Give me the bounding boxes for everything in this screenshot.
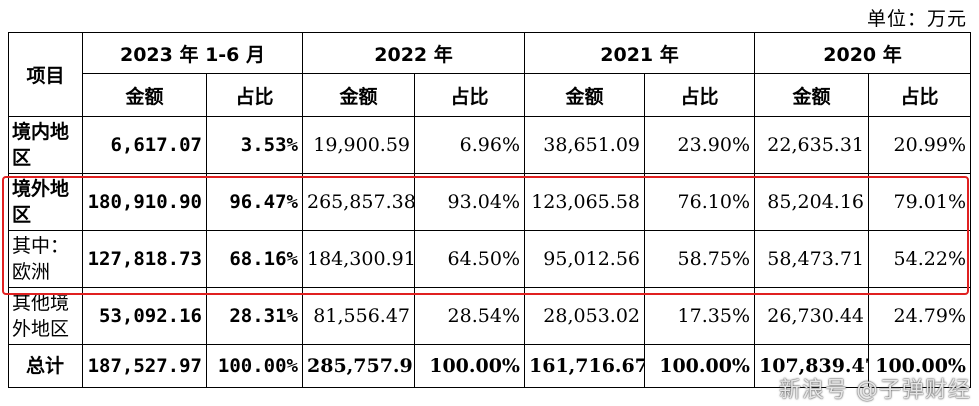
cell-ratio: 100.00% — [868, 344, 971, 388]
cell-amount: 107,839.47 — [754, 344, 869, 388]
header-amount: 金额 — [82, 73, 207, 117]
cell-ratio: 23.90% — [644, 116, 755, 174]
table-row-overseas: 境外地区 180,910.90 96.47% 265,857.38 93.04%… — [8, 173, 971, 231]
cell-amount: 265,857.38 — [302, 173, 415, 231]
unit-label: 单位：万元 — [866, 8, 967, 30]
cell-ratio: 79.01% — [868, 173, 971, 231]
cell-ratio: 20.99% — [868, 116, 971, 174]
cell-amount: 81,556.47 — [302, 287, 415, 345]
cell-ratio: 96.47% — [206, 173, 303, 231]
cell-ratio: 100.00% — [206, 344, 303, 388]
cell-amount: 53,092.16 — [82, 287, 207, 345]
row-label: 境外地区 — [8, 173, 83, 231]
header-period: 2020 年 — [754, 32, 971, 74]
cell-ratio: 58.75% — [644, 230, 755, 288]
cell-amount: 6,617.07 — [82, 116, 207, 174]
table-row-other-overseas: 其他境外地区 53,092.16 28.31% 81,556.47 28.54%… — [8, 287, 971, 345]
cell-amount: 58,473.71 — [754, 230, 869, 288]
cell-ratio: 28.31% — [206, 287, 303, 345]
cell-amount: 26,730.44 — [754, 287, 869, 345]
header-row-periods: 项目 2023 年 1-6 月 2022 年 2021 年 2020 年 — [8, 32, 971, 117]
row-label: 境内地区 — [8, 116, 83, 174]
table-row-domestic: 境内地区 6,617.07 3.53% 19,900.59 6.96% 38,6… — [8, 116, 971, 174]
row-label: 总计 — [8, 344, 83, 388]
cell-ratio: 28.54% — [414, 287, 525, 345]
table-row-europe: 其中：欧洲 127,818.73 68.16% 184,300.91 64.50… — [8, 230, 971, 288]
cell-amount: 38,651.09 — [524, 116, 645, 174]
cell-amount: 187,527.97 — [82, 344, 207, 388]
row-label: 其中：欧洲 — [8, 230, 83, 288]
header-amount: 金额 — [302, 73, 415, 117]
regional-revenue-table: 项目 2023 年 1-6 月 2022 年 2021 年 2020 年 金额 … — [8, 32, 971, 388]
header-ratio: 占比 — [868, 73, 971, 117]
cell-amount: 161,716.67 — [524, 344, 645, 388]
cell-ratio: 54.22% — [868, 230, 971, 288]
header-amount: 金额 — [754, 73, 869, 117]
header-amount: 金额 — [524, 73, 645, 117]
cell-amount: 285,757.97 — [302, 344, 415, 388]
cell-ratio: 76.10% — [644, 173, 755, 231]
cell-ratio: 64.50% — [414, 230, 525, 288]
cell-amount: 123,065.58 — [524, 173, 645, 231]
table-row-total: 总计 187,527.97 100.00% 285,757.97 100.00%… — [8, 344, 971, 388]
header-period: 2022 年 — [302, 32, 525, 74]
cell-amount: 127,818.73 — [82, 230, 207, 288]
header-period: 2023 年 1-6 月 — [82, 32, 303, 74]
cell-ratio: 93.04% — [414, 173, 525, 231]
header-row-metrics: 金额 占比 金额 占比 金额 占比 金额 占比 — [9, 73, 971, 117]
cell-amount: 184,300.91 — [302, 230, 415, 288]
header-item: 项目 — [8, 32, 83, 117]
cell-amount: 22,635.31 — [754, 116, 869, 174]
row-label: 其他境外地区 — [8, 287, 83, 345]
header-ratio: 占比 — [414, 73, 525, 117]
header-ratio: 占比 — [644, 73, 755, 117]
cell-ratio: 3.53% — [206, 116, 303, 174]
cell-amount: 19,900.59 — [302, 116, 415, 174]
cell-ratio: 17.35% — [644, 287, 755, 345]
header-period: 2021 年 — [524, 32, 755, 74]
cell-ratio: 100.00% — [644, 344, 755, 388]
header-ratio: 占比 — [206, 73, 303, 117]
cell-amount: 95,012.56 — [524, 230, 645, 288]
watermark: 新浪号 @子弹财经 — [779, 378, 971, 403]
cell-amount: 180,910.90 — [82, 173, 207, 231]
cell-amount: 85,204.16 — [754, 173, 869, 231]
cell-ratio: 6.96% — [414, 116, 525, 174]
cell-ratio: 68.16% — [206, 230, 303, 288]
cell-ratio: 24.79% — [868, 287, 971, 345]
cell-amount: 28,053.02 — [524, 287, 645, 345]
cell-ratio: 100.00% — [414, 344, 525, 388]
